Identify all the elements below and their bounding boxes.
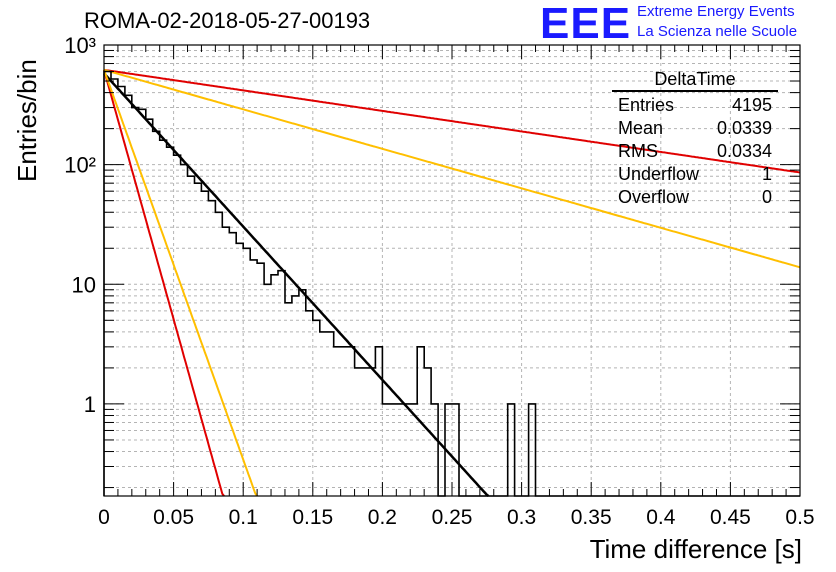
x-tick-label: 0.3: [507, 506, 536, 529]
stats-label: Underflow: [618, 163, 699, 186]
stats-value: 4195: [732, 94, 772, 117]
eee-logo: EEE: [540, 0, 631, 48]
stats-label: Overflow: [618, 186, 689, 209]
x-tick-label: 0.2: [368, 506, 397, 529]
stats-box-title: DeltaTime: [612, 68, 778, 90]
stats-value: 0.0334: [717, 140, 772, 163]
curve-upper-fast: [104, 70, 224, 496]
x-tick-label: 0.1: [229, 506, 258, 529]
x-tick-label: 0.4: [646, 506, 676, 529]
stats-value: 0: [762, 186, 772, 209]
stats-row: Underflow 1: [612, 163, 778, 186]
logo-line-1: Extreme Energy Events: [637, 3, 795, 20]
stats-label: Mean: [618, 117, 663, 140]
y-tick-label: 10³: [64, 33, 96, 58]
x-tick-label: 0.5: [785, 506, 814, 529]
x-tick-label: 0.45: [710, 506, 751, 529]
y-tick-label: 1: [84, 392, 96, 417]
logo-line-2: La Scienza nelle Scuole: [637, 23, 797, 40]
stats-value: 1: [762, 163, 772, 186]
stats-value: 0.0339: [717, 117, 772, 140]
x-tick-label: 0.05: [153, 506, 194, 529]
x-tick-label: 0.25: [432, 506, 473, 529]
x-tick-label: 0: [98, 506, 110, 529]
y-tick-label: 10: [72, 272, 96, 297]
y-axis-label: Entries/bin: [12, 59, 43, 182]
x-tick-label: 0.35: [571, 506, 612, 529]
chart-title: ROMA-02-2018-05-27-00193: [84, 8, 370, 34]
x-tick-label: 0.15: [292, 506, 333, 529]
stats-box-divider: [612, 90, 778, 92]
stats-row: Entries 4195: [612, 94, 778, 117]
stats-row: Overflow 0: [612, 186, 778, 209]
stats-label: Entries: [618, 94, 674, 117]
x-axis-label: Time difference [s]: [590, 534, 802, 565]
stats-box: DeltaTime Entries 4195 Mean 0.0339 RMS 0…: [612, 68, 778, 209]
y-tick-label: 10²: [64, 153, 96, 178]
stats-row: Mean 0.0339: [612, 117, 778, 140]
stats-label: RMS: [618, 140, 658, 163]
stats-row: RMS 0.0334: [612, 140, 778, 163]
curve-lower-fast: [104, 70, 257, 496]
